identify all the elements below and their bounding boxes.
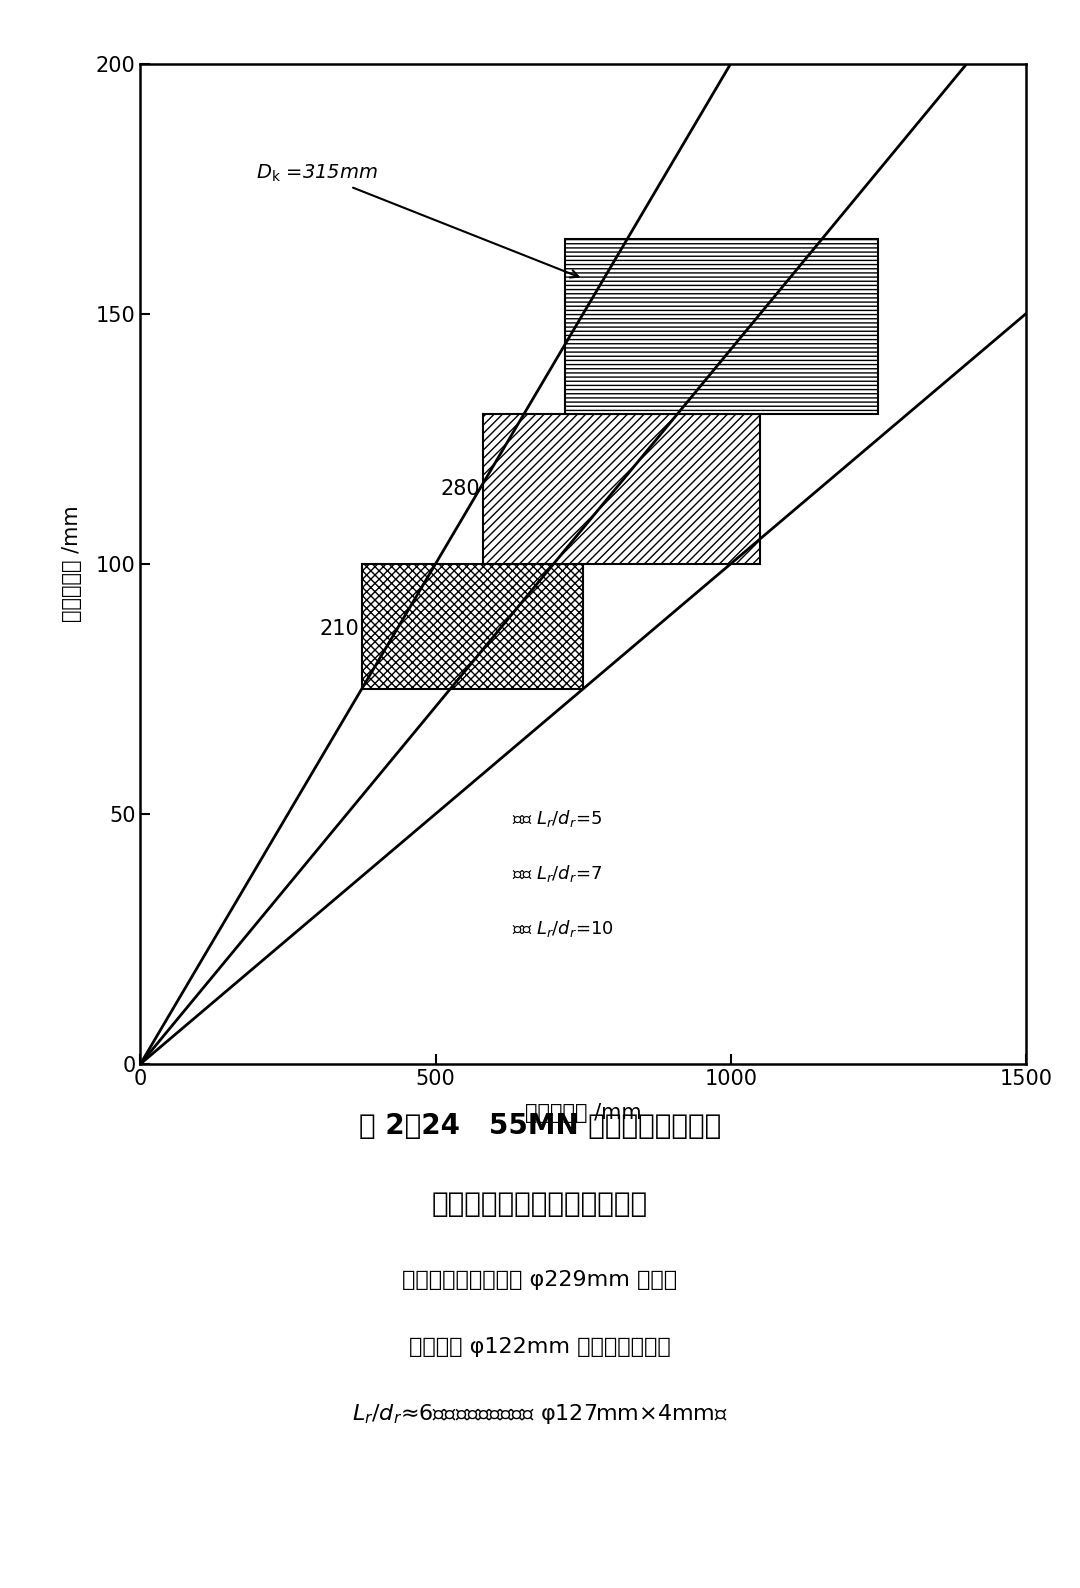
Text: 210: 210 (319, 619, 359, 638)
Bar (362, 564, 583, 689)
Text: 用直径为 φ122mm 的扩孔头扩孔，: 用直径为 φ122mm 的扩孔头扩孔， (409, 1337, 671, 1358)
Text: 擴孔 $L_r/d_r$=10: 擴孔 $L_r/d_r$=10 (512, 918, 613, 940)
Text: 图 2－24   55MN 挠压机挠压筒芯棒: 图 2－24 55MN 挠压机挠压筒芯棒 (359, 1112, 721, 1140)
Text: 穿孔 $L_r/d_r$=5: 穿孔 $L_r/d_r$=5 (512, 808, 603, 829)
X-axis label: 空心坏长度 /mm: 空心坏长度 /mm (525, 1102, 642, 1123)
Bar (483, 413, 760, 564)
Text: 穿孔 $L_r/d_r$=7: 穿孔 $L_r/d_r$=7 (512, 864, 603, 885)
Y-axis label: 穿孔针直径 /mm: 穿孔针直径 /mm (62, 505, 82, 622)
Text: $D_\mathrm{k}$ =315mm: $D_\mathrm{k}$ =315mm (256, 162, 579, 278)
Bar (566, 238, 878, 413)
Text: 280: 280 (441, 478, 480, 499)
Text: 直径与空心坏长度之间的关系: 直径与空心坏长度之间的关系 (432, 1189, 648, 1218)
Text: $L_r/d_r$≈6；生産鋼管的規格為 φ127mm×4mm）: $L_r/d_r$≈6；生産鋼管的規格為 φ127mm×4mm） (352, 1402, 728, 1426)
Text: （工艺条件：直径为 φ229mm 坏料，: （工艺条件：直径为 φ229mm 坏料， (403, 1270, 677, 1291)
